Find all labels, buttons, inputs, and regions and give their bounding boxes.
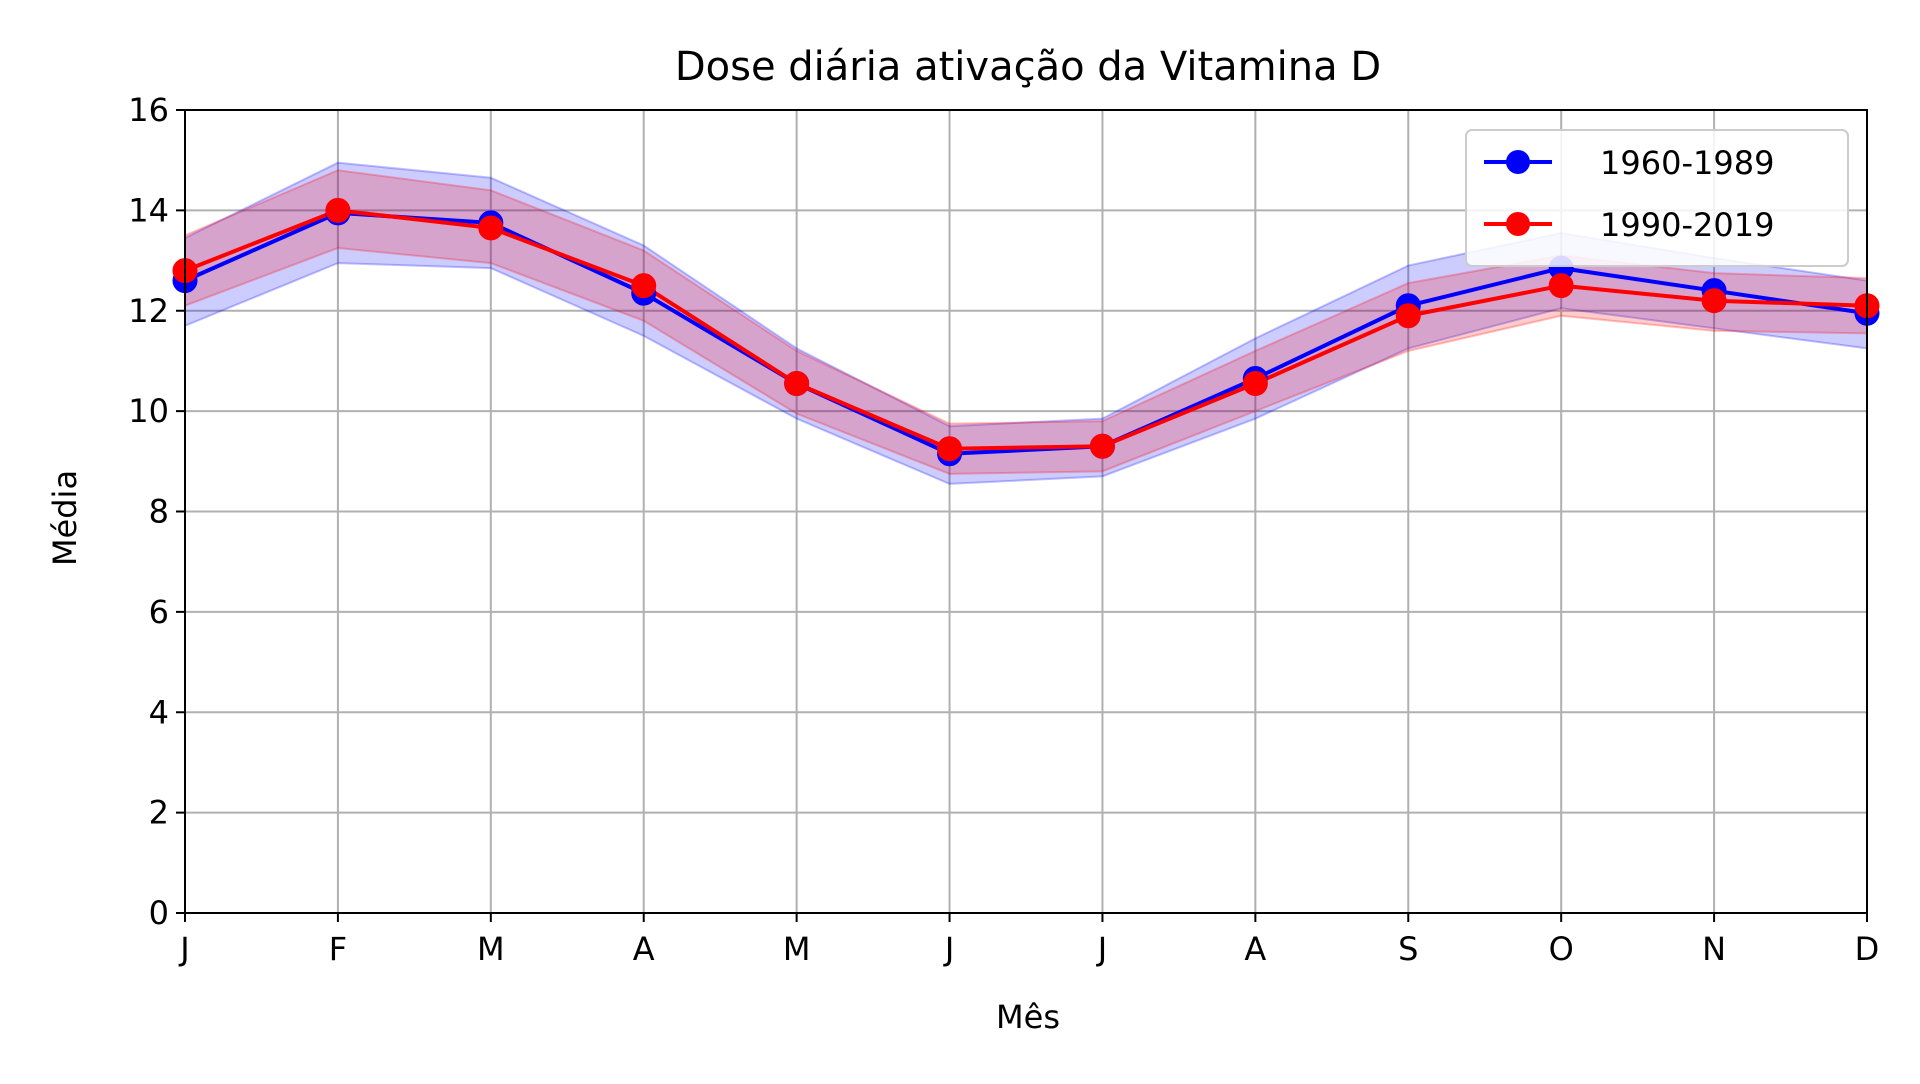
x-tick-label: J xyxy=(178,930,189,968)
axis-ticks: J F M A M J J A S O N D 0 2 4 6 8 10 12 14 16 xyxy=(128,91,1879,968)
x-tick-label: A xyxy=(1244,930,1266,968)
x-tick-label: M xyxy=(477,930,505,968)
legend-label: 1990-2019 xyxy=(1600,206,1774,244)
data-point xyxy=(631,273,657,299)
y-tick-label: 2 xyxy=(149,794,169,832)
data-point xyxy=(784,371,810,397)
x-axis-label: Mês xyxy=(996,998,1060,1036)
x-tick-label: M xyxy=(783,930,811,968)
x-tick-label: F xyxy=(329,930,347,968)
x-tick-label: J xyxy=(1096,930,1107,968)
y-tick-label: 0 xyxy=(149,894,169,932)
data-point xyxy=(1395,303,1421,329)
series-line xyxy=(184,208,1868,451)
data-point xyxy=(1089,433,1115,459)
legend-marker-swatch xyxy=(1506,150,1530,174)
legend-box xyxy=(1465,129,1849,267)
x-tick-label: O xyxy=(1549,930,1574,968)
series-markers xyxy=(172,197,1880,467)
series-line xyxy=(184,210,1868,456)
y-tick-label: 4 xyxy=(149,693,169,731)
x-tick-label: A xyxy=(633,930,655,968)
y-tick-label: 16 xyxy=(128,91,169,129)
legend-label: 1960-1989 xyxy=(1600,144,1774,182)
legend-marker-swatch xyxy=(1506,212,1530,236)
data-point xyxy=(325,197,351,223)
data-point xyxy=(1242,371,1268,397)
y-tick-label: 6 xyxy=(149,593,169,631)
y-tick-label: 8 xyxy=(149,493,169,531)
series-lines xyxy=(184,208,1868,456)
x-tick-label: J xyxy=(943,930,954,968)
y-tick-label: 14 xyxy=(128,191,169,229)
chart-title: Dose diária ativação da Vitamina D xyxy=(675,44,1381,90)
y-tick-label: 12 xyxy=(128,292,169,330)
y-tick-label: 10 xyxy=(128,392,169,430)
legend: 1960-1989 1990-2019 xyxy=(1465,129,1849,267)
y-axis-label: Média xyxy=(46,470,84,566)
data-point xyxy=(478,215,504,241)
x-tick-label: S xyxy=(1398,930,1418,968)
data-point xyxy=(1548,273,1574,299)
data-point xyxy=(1701,288,1727,314)
x-tick-label: N xyxy=(1702,930,1726,968)
x-tick-label: D xyxy=(1855,930,1880,968)
data-point xyxy=(937,436,963,462)
